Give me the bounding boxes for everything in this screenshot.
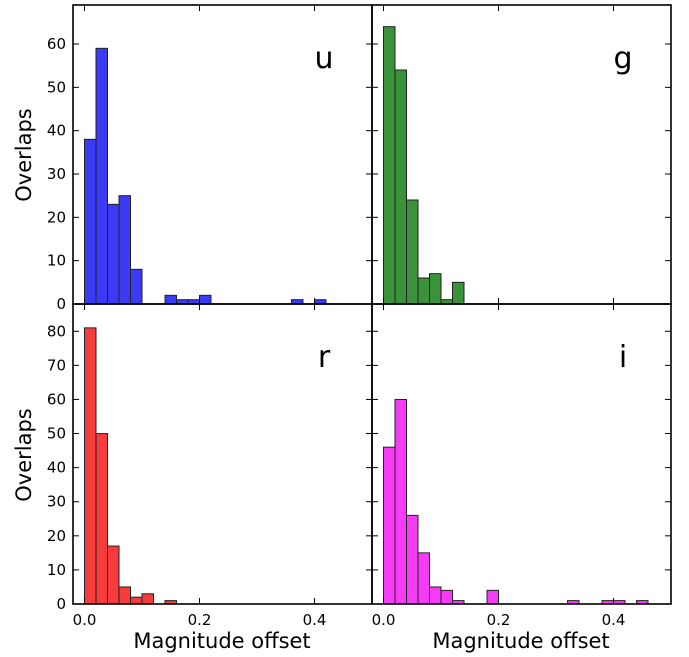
ytick-label: 0 bbox=[56, 595, 66, 613]
ytick-label: 50 bbox=[47, 78, 66, 96]
panel-i: 0.0 0.2 0.4 i Magnitude offset bbox=[371, 303, 672, 653]
bar-g-3 bbox=[417, 277, 430, 305]
bar-u-5 bbox=[164, 294, 177, 305]
bar-u-4 bbox=[130, 268, 143, 305]
panel-u: 0 10 20 30 40 50 60 u Overlaps bbox=[12, 4, 373, 313]
ytick-label: 20 bbox=[47, 208, 66, 226]
ytick-label: 0 bbox=[56, 295, 66, 313]
bar-u-8 bbox=[199, 294, 212, 305]
y-axis-label: Overlaps bbox=[12, 108, 36, 202]
ytick-label: 60 bbox=[47, 35, 66, 53]
bar-g-0 bbox=[383, 26, 396, 305]
bar-g-2 bbox=[406, 199, 419, 305]
xtick-label: 0.4 bbox=[602, 611, 626, 629]
bar-u-1 bbox=[95, 47, 108, 305]
x-axis-label: Magnitude offset bbox=[133, 629, 310, 653]
bar-i-4 bbox=[429, 586, 442, 605]
ytick-label: 40 bbox=[47, 122, 66, 140]
bar-i-5 bbox=[440, 589, 453, 605]
panel-label: u bbox=[314, 41, 333, 76]
axes-frame bbox=[371, 303, 672, 605]
bar-g-1 bbox=[394, 69, 407, 305]
ytick-label: 60 bbox=[47, 390, 66, 408]
panel-label: r bbox=[318, 340, 331, 375]
bar-i-2 bbox=[406, 514, 419, 605]
ytick-label: 30 bbox=[47, 165, 66, 183]
panel-label: i bbox=[619, 340, 627, 375]
bar-g-4 bbox=[429, 273, 442, 305]
panel-label: g bbox=[613, 41, 632, 76]
bar-r-3 bbox=[118, 586, 131, 605]
ytick-label: 40 bbox=[47, 459, 66, 477]
ytick-label: 30 bbox=[47, 493, 66, 511]
ytick-label: 20 bbox=[47, 527, 66, 545]
xtick-label: 0.4 bbox=[303, 611, 327, 629]
bar-g-6 bbox=[452, 281, 465, 305]
xtick-label: 0.2 bbox=[188, 611, 212, 629]
panel-r: 0 10 20 30 40 50 60 70 80 0.0 0.2 0.4 r Overlaps Magni… bbox=[12, 303, 373, 653]
bar-i-7 bbox=[486, 589, 499, 605]
bar-u-0 bbox=[84, 138, 97, 305]
bar-r-1 bbox=[95, 433, 108, 605]
x-axis-label: Magnitude offset bbox=[432, 629, 609, 653]
bar-u-2 bbox=[107, 203, 120, 305]
bar-u-3 bbox=[118, 195, 131, 305]
y-axis-label: Overlaps bbox=[12, 408, 36, 502]
bar-i-0 bbox=[383, 446, 396, 605]
ytick-label: 70 bbox=[47, 356, 66, 374]
ytick-label: 50 bbox=[47, 425, 66, 443]
xtick-label: 0.0 bbox=[73, 611, 97, 629]
ytick-label: 10 bbox=[47, 561, 66, 579]
bar-r-4 bbox=[130, 596, 143, 605]
ytick-label: 10 bbox=[47, 252, 66, 270]
bar-i-1 bbox=[394, 398, 407, 605]
bar-r-0 bbox=[84, 327, 97, 605]
panel-g: g bbox=[371, 4, 672, 305]
xtick-label: 0.2 bbox=[487, 611, 511, 629]
bar-r-5 bbox=[141, 593, 154, 605]
xtick-label: 0.0 bbox=[372, 611, 396, 629]
bar-i-3 bbox=[417, 552, 430, 605]
bar-r-2 bbox=[107, 545, 120, 605]
ytick-label: 80 bbox=[47, 322, 66, 340]
